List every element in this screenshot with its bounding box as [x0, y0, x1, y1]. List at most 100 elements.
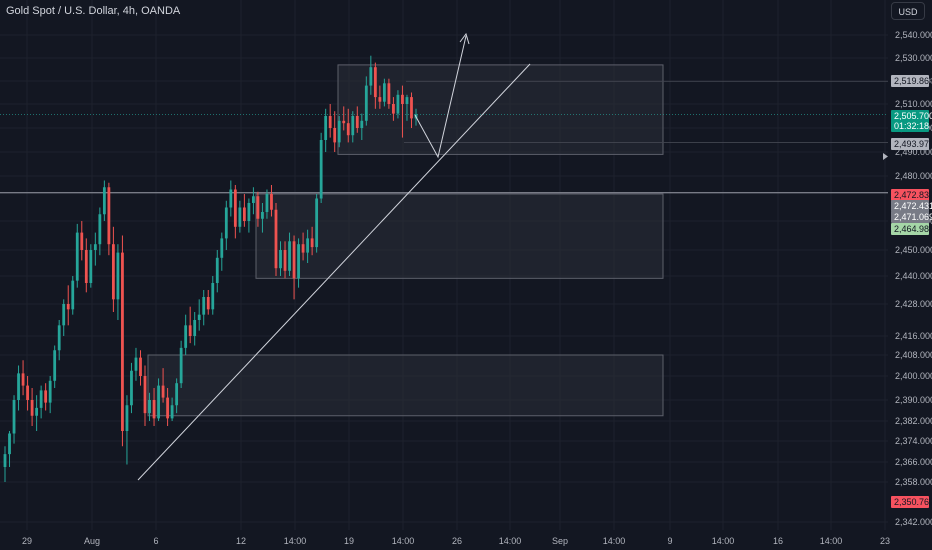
price-tag-bg [891, 110, 929, 122]
y-tick-label: 2,450.000 [895, 245, 932, 255]
candle-body-11 [53, 350, 57, 381]
y-tick-label: 2,400.000 [895, 371, 932, 381]
candle-body-70 [319, 140, 323, 199]
price-tag-bg [891, 211, 929, 223]
x-tick-label: 19 [344, 536, 354, 546]
candle-body-0 [3, 454, 7, 467]
x-tick-label: 6 [153, 536, 158, 546]
candle-body-47 [215, 257, 219, 283]
candle-body-90 [410, 97, 413, 119]
price-tag-bg [891, 189, 929, 201]
candle-body-26 [121, 252, 124, 431]
candle-body-58 [265, 194, 269, 212]
price-tag-bg [891, 223, 929, 235]
currency-button[interactable]: USD [891, 2, 925, 20]
candle-body-83 [378, 97, 382, 102]
price-tag-bg [891, 120, 929, 132]
candle-body-31 [143, 376, 147, 414]
candle-body-67 [306, 238, 310, 253]
y-tick-label: 2,374.000 [895, 436, 932, 446]
candle-body-49 [224, 207, 228, 239]
x-tick-label: 29 [22, 536, 32, 546]
candle-body-1 [8, 433, 11, 455]
price-tag-green: 2,464.985 [894, 224, 932, 234]
y-tick-label: 2,480.000 [895, 171, 932, 181]
candle-body-4 [21, 373, 25, 386]
projection-arrowhead [459, 32, 470, 45]
candle-body-53 [242, 207, 246, 221]
price-tag-current-timer: 01:32:18 [894, 121, 929, 131]
candle-body-71 [324, 116, 328, 140]
candle-body-82 [373, 67, 377, 98]
price-tag-dark: 2,472.431 [894, 201, 932, 211]
price-tag-bg [891, 75, 929, 87]
candle-body-59 [270, 194, 273, 210]
candle-body-20 [93, 244, 97, 250]
candle-body-29 [134, 357, 138, 371]
candle-body-76 [346, 123, 350, 136]
x-tick-label: 14:00 [603, 536, 626, 546]
candle-body-39 [179, 347, 183, 384]
candle-body-80 [364, 85, 368, 121]
projection-path [414, 35, 467, 159]
price-tag-bg [891, 138, 929, 150]
scroll-marker-icon [883, 153, 888, 160]
x-tick-label: 14:00 [712, 536, 735, 546]
candle-body-2 [12, 400, 16, 434]
price-tag-gray: 2,493.979 [894, 139, 932, 149]
candle-body-66 [301, 244, 305, 253]
candle-body-65 [297, 244, 300, 279]
chart-title: Gold Spot / U.S. Dollar, 4h, OANDA [6, 5, 181, 17]
candle-body-13 [62, 304, 66, 326]
candle-body-87 [396, 94, 400, 114]
candle-body-57 [261, 212, 264, 219]
y-tick-label: 2,382.000 [895, 416, 932, 426]
candle-body-45 [206, 297, 210, 310]
y-tick-label: 2,440.000 [895, 271, 932, 281]
candle-body-74 [337, 120, 341, 143]
candle-body-28 [130, 370, 133, 406]
candle-body-36 [166, 397, 169, 419]
candle-body-3 [17, 373, 20, 400]
lower-zone [147, 354, 664, 417]
candle-body-89 [405, 97, 409, 104]
x-tick-label: 12 [236, 536, 246, 546]
candle-body-62 [283, 250, 287, 271]
candle-body-85 [387, 83, 391, 104]
y-tick-label: 2,510.000 [895, 99, 932, 109]
candle-body-46 [211, 283, 215, 310]
candle-body-48 [220, 238, 224, 258]
candle-body-38 [175, 383, 179, 406]
candle-body-30 [139, 357, 142, 376]
candle-body-42 [193, 320, 197, 336]
candle-body-18 [84, 250, 88, 283]
candle-body-21 [98, 214, 102, 245]
y-tick-label: 2,408.000 [895, 350, 932, 360]
y-tick-label: 2,540.000 [895, 30, 932, 40]
y-tick-label: 2,490.000 [895, 147, 932, 157]
x-tick-label: 16 [773, 536, 783, 546]
candle-body-9 [44, 390, 48, 403]
x-tick-label: 14:00 [284, 536, 307, 546]
candle-body-41 [188, 325, 192, 336]
candle-body-27 [125, 405, 129, 431]
candle-body-63 [288, 241, 291, 271]
candle-body-81 [369, 67, 373, 86]
candle-body-25 [116, 252, 120, 300]
candle-body-55 [252, 196, 255, 203]
y-tick-label: 2,416.000 [895, 331, 932, 341]
candle-body-19 [89, 250, 93, 283]
candle-body-84 [382, 83, 386, 102]
price-tag-bg [891, 496, 929, 508]
candle-body-40 [184, 325, 188, 348]
candle-body-23 [107, 187, 111, 245]
candle-body-52 [238, 207, 242, 227]
candle-body-35 [161, 385, 165, 398]
candle-body-43 [197, 314, 201, 320]
y-tick-label: 2,530.000 [895, 53, 932, 63]
candle-body-60 [274, 209, 278, 269]
x-tick-label: Aug [84, 536, 100, 546]
candle-body-51 [233, 189, 237, 227]
x-tick-label: 23 [880, 536, 890, 546]
